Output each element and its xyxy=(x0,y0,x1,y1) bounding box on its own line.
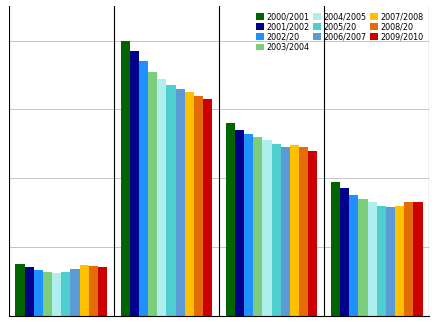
Bar xyxy=(166,85,176,316)
Bar xyxy=(139,62,148,316)
Bar xyxy=(386,207,395,316)
Bar xyxy=(377,206,386,316)
Bar xyxy=(25,268,34,316)
Bar xyxy=(272,144,281,316)
Legend: 2000/2001, 2001/2002, 2002/20, 2003/2004, 2004/2005, 2005/20, 2006/2007, 2007/20: 2000/2001, 2001/2002, 2002/20, 2003/2004… xyxy=(255,11,425,53)
Bar xyxy=(194,96,203,316)
Bar xyxy=(43,271,52,316)
Bar xyxy=(157,79,166,316)
Bar xyxy=(290,145,299,316)
Bar xyxy=(61,271,71,316)
Bar xyxy=(281,147,290,316)
Bar xyxy=(98,267,107,316)
Bar xyxy=(299,147,308,316)
Bar xyxy=(308,151,318,316)
Bar xyxy=(34,270,43,316)
Bar xyxy=(120,41,130,316)
Bar xyxy=(176,89,185,316)
Bar xyxy=(148,72,157,316)
Bar xyxy=(331,182,340,316)
Bar xyxy=(244,134,253,316)
Bar xyxy=(235,130,244,316)
Bar xyxy=(71,269,80,316)
Bar xyxy=(15,264,25,316)
Bar xyxy=(367,202,377,316)
Bar xyxy=(226,123,235,316)
Bar xyxy=(89,266,98,316)
Bar xyxy=(340,188,349,316)
Bar xyxy=(349,195,358,316)
Bar xyxy=(404,202,413,316)
Bar xyxy=(52,273,61,316)
Bar xyxy=(262,140,272,316)
Bar xyxy=(395,206,404,316)
Bar xyxy=(185,92,194,316)
Bar xyxy=(80,265,89,316)
Bar xyxy=(413,202,423,316)
Bar xyxy=(358,199,367,316)
Bar xyxy=(203,99,212,316)
Bar xyxy=(253,137,262,316)
Bar xyxy=(130,51,139,316)
